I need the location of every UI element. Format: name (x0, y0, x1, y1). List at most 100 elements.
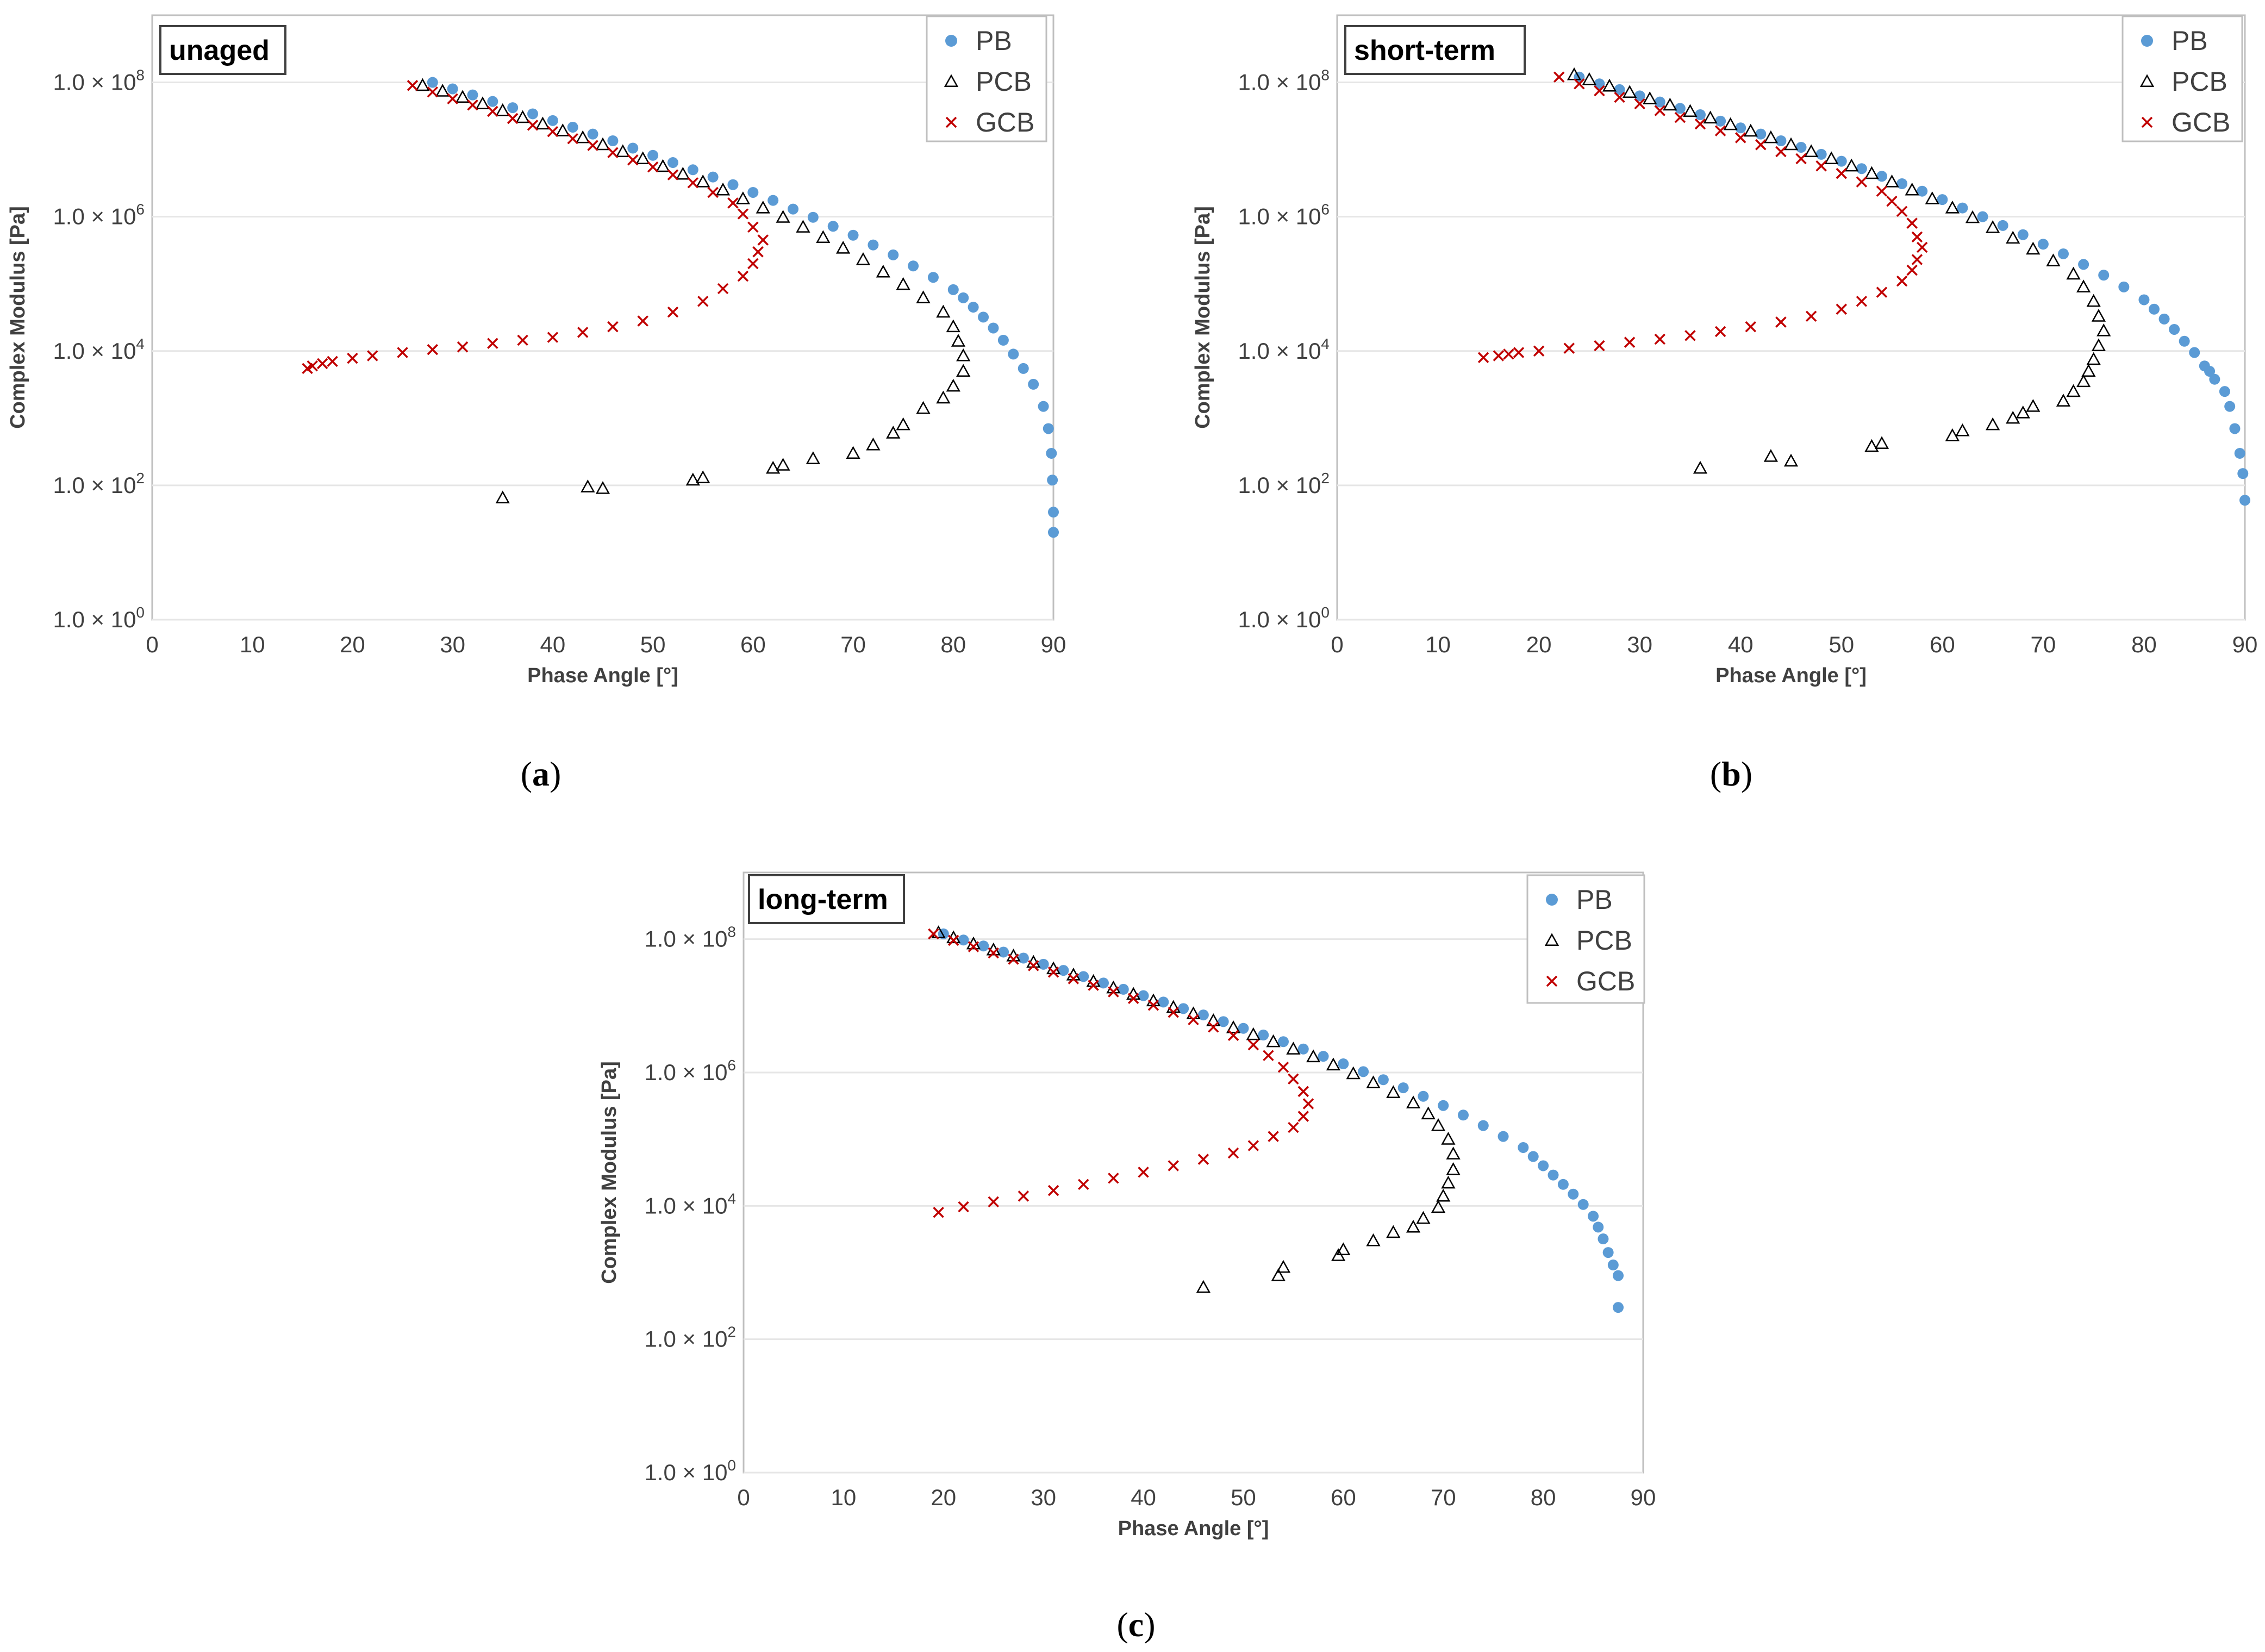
legend-label-pcb: PCB (976, 66, 1032, 97)
data-point-pcb (1804, 144, 1819, 158)
y-axis-title: Complex Modulus [Pa] (7, 206, 29, 429)
x-axis-title: Phase Angle [°] (527, 664, 678, 687)
data-point-pcb (1763, 130, 1779, 144)
data-point-pb (1755, 128, 1767, 140)
data-point-gcb (1594, 85, 1605, 97)
data-point-pb (788, 203, 799, 215)
data-point-pcb (946, 319, 960, 333)
data-point-pb (2179, 335, 2190, 347)
data-point-pcb (676, 166, 690, 180)
chart-panel-b: 1.0 × 100 1.0 × 102 1.0 × 104 1.0 × 106 1.0 … (1191, 14, 2257, 793)
x-tick-label: 30 (1627, 632, 1652, 657)
data-point-pb (2118, 281, 2130, 292)
data-point-pcb (1874, 436, 1889, 449)
data-point-pb (1876, 171, 1887, 182)
legend-label-gcb: GCB (1576, 966, 1635, 996)
data-point-gcb (367, 350, 378, 361)
legend-label-gcb: GCB (976, 107, 1034, 138)
data-point-pcb (1905, 182, 1919, 196)
data-point-gcb (717, 283, 729, 295)
data-point-gcb (327, 356, 338, 367)
data-point-gcb (397, 347, 408, 358)
data-point-pb (1158, 996, 1169, 1008)
x-tick-label: 60 (1930, 632, 1955, 657)
data-point-pb (958, 292, 969, 303)
panel-caption: (a) (521, 755, 561, 793)
data-point-pcb (1286, 1042, 1301, 1055)
data-point-pb (768, 195, 779, 206)
data-point-pb (2189, 347, 2200, 358)
data-point-gcb (1836, 303, 1848, 315)
data-point-gcb (958, 1201, 969, 1213)
data-point-pcb (766, 460, 781, 474)
data-point-pb (1397, 1082, 1409, 1094)
x-tick-label: 40 (1728, 632, 1754, 657)
data-point-pb (1048, 527, 1059, 538)
data-point-gcb (1533, 345, 1545, 357)
data-point-pb (888, 249, 899, 260)
data-point-pb (807, 211, 819, 223)
data-point-pb (1377, 1074, 1389, 1086)
data-point-gcb (1028, 960, 1039, 971)
data-point-pcb (1703, 110, 1718, 124)
data-point-pb (747, 186, 759, 198)
data-point-pcb (2091, 338, 2106, 352)
data-point-pb (1607, 1260, 1619, 1271)
data-point-gcb (1654, 105, 1666, 116)
data-point-pb (467, 89, 478, 101)
data-point-pcb (715, 182, 731, 196)
data-point-gcb (1168, 1160, 1179, 1171)
data-point-gcb (1477, 352, 1489, 363)
data-point-pb (1557, 1179, 1569, 1190)
x-tick-label: 0 (737, 1485, 750, 1510)
data-point-pb (2229, 423, 2241, 434)
y-tick-label: 1.0 × 106 (53, 201, 145, 229)
data-point-pcb (1783, 453, 1799, 467)
data-point-gcb (567, 133, 578, 145)
panel-tag: short-term (1354, 35, 1495, 66)
data-point-pb (1458, 1109, 1469, 1121)
data-point-pb (947, 284, 959, 295)
data-point-pcb (1864, 166, 1879, 179)
data-point-gcb (1745, 321, 1757, 333)
data-point-pcb (951, 334, 966, 347)
data-point-pb (978, 311, 989, 323)
data-point-pb (527, 108, 539, 120)
data-point-pcb (2096, 323, 2111, 336)
data-point-gcb (1896, 205, 1908, 217)
panel-caption: (b) (1710, 755, 1752, 793)
data-point-gcb (1911, 254, 1923, 265)
data-point-pb (997, 334, 1009, 346)
data-point-gcb (517, 334, 528, 346)
legend-label-pcb: PCB (2172, 66, 2227, 97)
data-point-gcb (1247, 1039, 1259, 1051)
series-pb (938, 928, 1624, 1313)
legend-label-pb: PB (976, 26, 1012, 56)
data-point-gcb (407, 79, 419, 91)
data-point-pcb (1663, 97, 1677, 111)
data-point-pb (2138, 294, 2150, 306)
data-point-pcb (756, 200, 770, 214)
data-point-pb (2017, 229, 2029, 240)
data-point-gcb (667, 169, 679, 180)
data-point-pcb (595, 481, 610, 494)
data-point-pcb (635, 151, 650, 165)
data-point-gcb (1684, 330, 1696, 341)
data-point-gcb (1654, 333, 1666, 345)
data-point-gcb (988, 1196, 999, 1208)
data-point-pcb (1945, 200, 1960, 214)
data-point-pcb (2026, 399, 2041, 412)
legend-marker-gcb (2141, 116, 2153, 128)
data-point-gcb (607, 321, 619, 333)
data-point-pb (868, 239, 879, 251)
data-point-gcb (1714, 326, 1726, 338)
series-pcb (931, 925, 1461, 1293)
y-axis-title: Complex Modulus [Pa] (1191, 206, 1214, 429)
data-point-pcb (1431, 1200, 1446, 1213)
data-point-pcb (1723, 117, 1738, 130)
data-point-pcb (2066, 266, 2081, 280)
data-point-pcb (1446, 1162, 1461, 1175)
data-point-pb (1654, 96, 1665, 108)
y-tick-label: 1.0 × 108 (53, 67, 145, 95)
data-point-gcb (427, 344, 439, 356)
